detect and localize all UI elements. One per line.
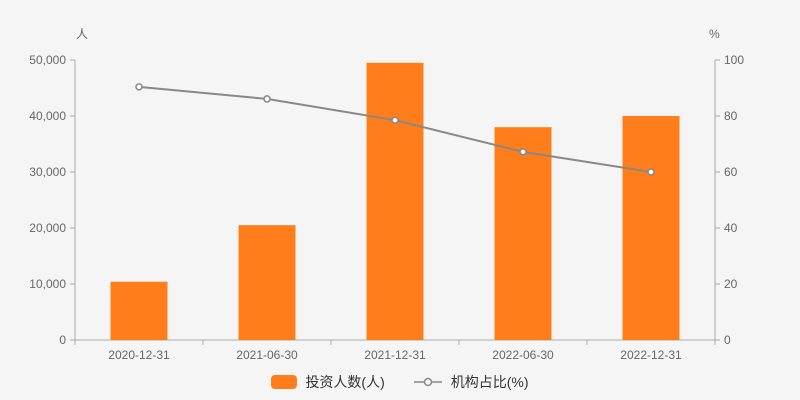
legend-item-investor-count[interactable]: 投资人数(人) [271,372,385,392]
x-axis-category-label: 2021-06-30 [236,348,298,362]
right-axis-tick-label: 0 [724,333,731,347]
x-axis-category-label: 2022-06-30 [492,348,554,362]
left-axis-tick-label: 50,000 [29,53,66,67]
line-point-marker [263,95,271,103]
investor-count-bar [494,127,552,340]
right-axis-tick-label: 20 [724,277,738,291]
left-axis-tick-label: 30,000 [29,165,66,179]
bar-series-legend-marker [271,375,298,389]
legend-label-investor-count: 投资人数(人) [305,374,385,390]
line-point-marker [647,168,655,176]
left-axis-tick-label: 40,000 [29,109,66,123]
x-axis-category-label: 2022-12-31 [620,348,682,362]
line-series-legend-marker [413,377,442,387]
investor-count-bar [238,225,296,340]
x-axis-category-label: 2021-12-31 [364,348,426,362]
left-axis-tick-label: 10,000 [29,277,66,291]
chart-legend: 投资人数(人) 机构占比(%) [0,372,800,392]
right-axis-tick-label: 60 [724,165,738,179]
right-axis-tick-label: 100 [724,53,744,67]
legend-item-institution-ratio[interactable]: 机构占比(%) [413,372,529,392]
investor-count-bar [622,116,680,340]
investor-count-bar [366,62,424,341]
right-axis-unit-label: % [709,27,720,41]
right-axis-tick-label: 40 [724,221,738,235]
left-axis-tick-label: 20,000 [29,221,66,235]
investor-count-bar [110,281,168,340]
line-point-marker [135,83,143,91]
line-point-marker [519,148,527,156]
legend-label-institution-ratio: 机构占比(%) [450,374,529,390]
left-axis-tick-label: 0 [59,333,66,347]
x-axis-category-label: 2020-12-31 [108,348,170,362]
left-axis-unit-label: 人 [76,27,89,41]
right-axis-tick-label: 80 [724,109,738,123]
line-point-marker [391,116,399,124]
